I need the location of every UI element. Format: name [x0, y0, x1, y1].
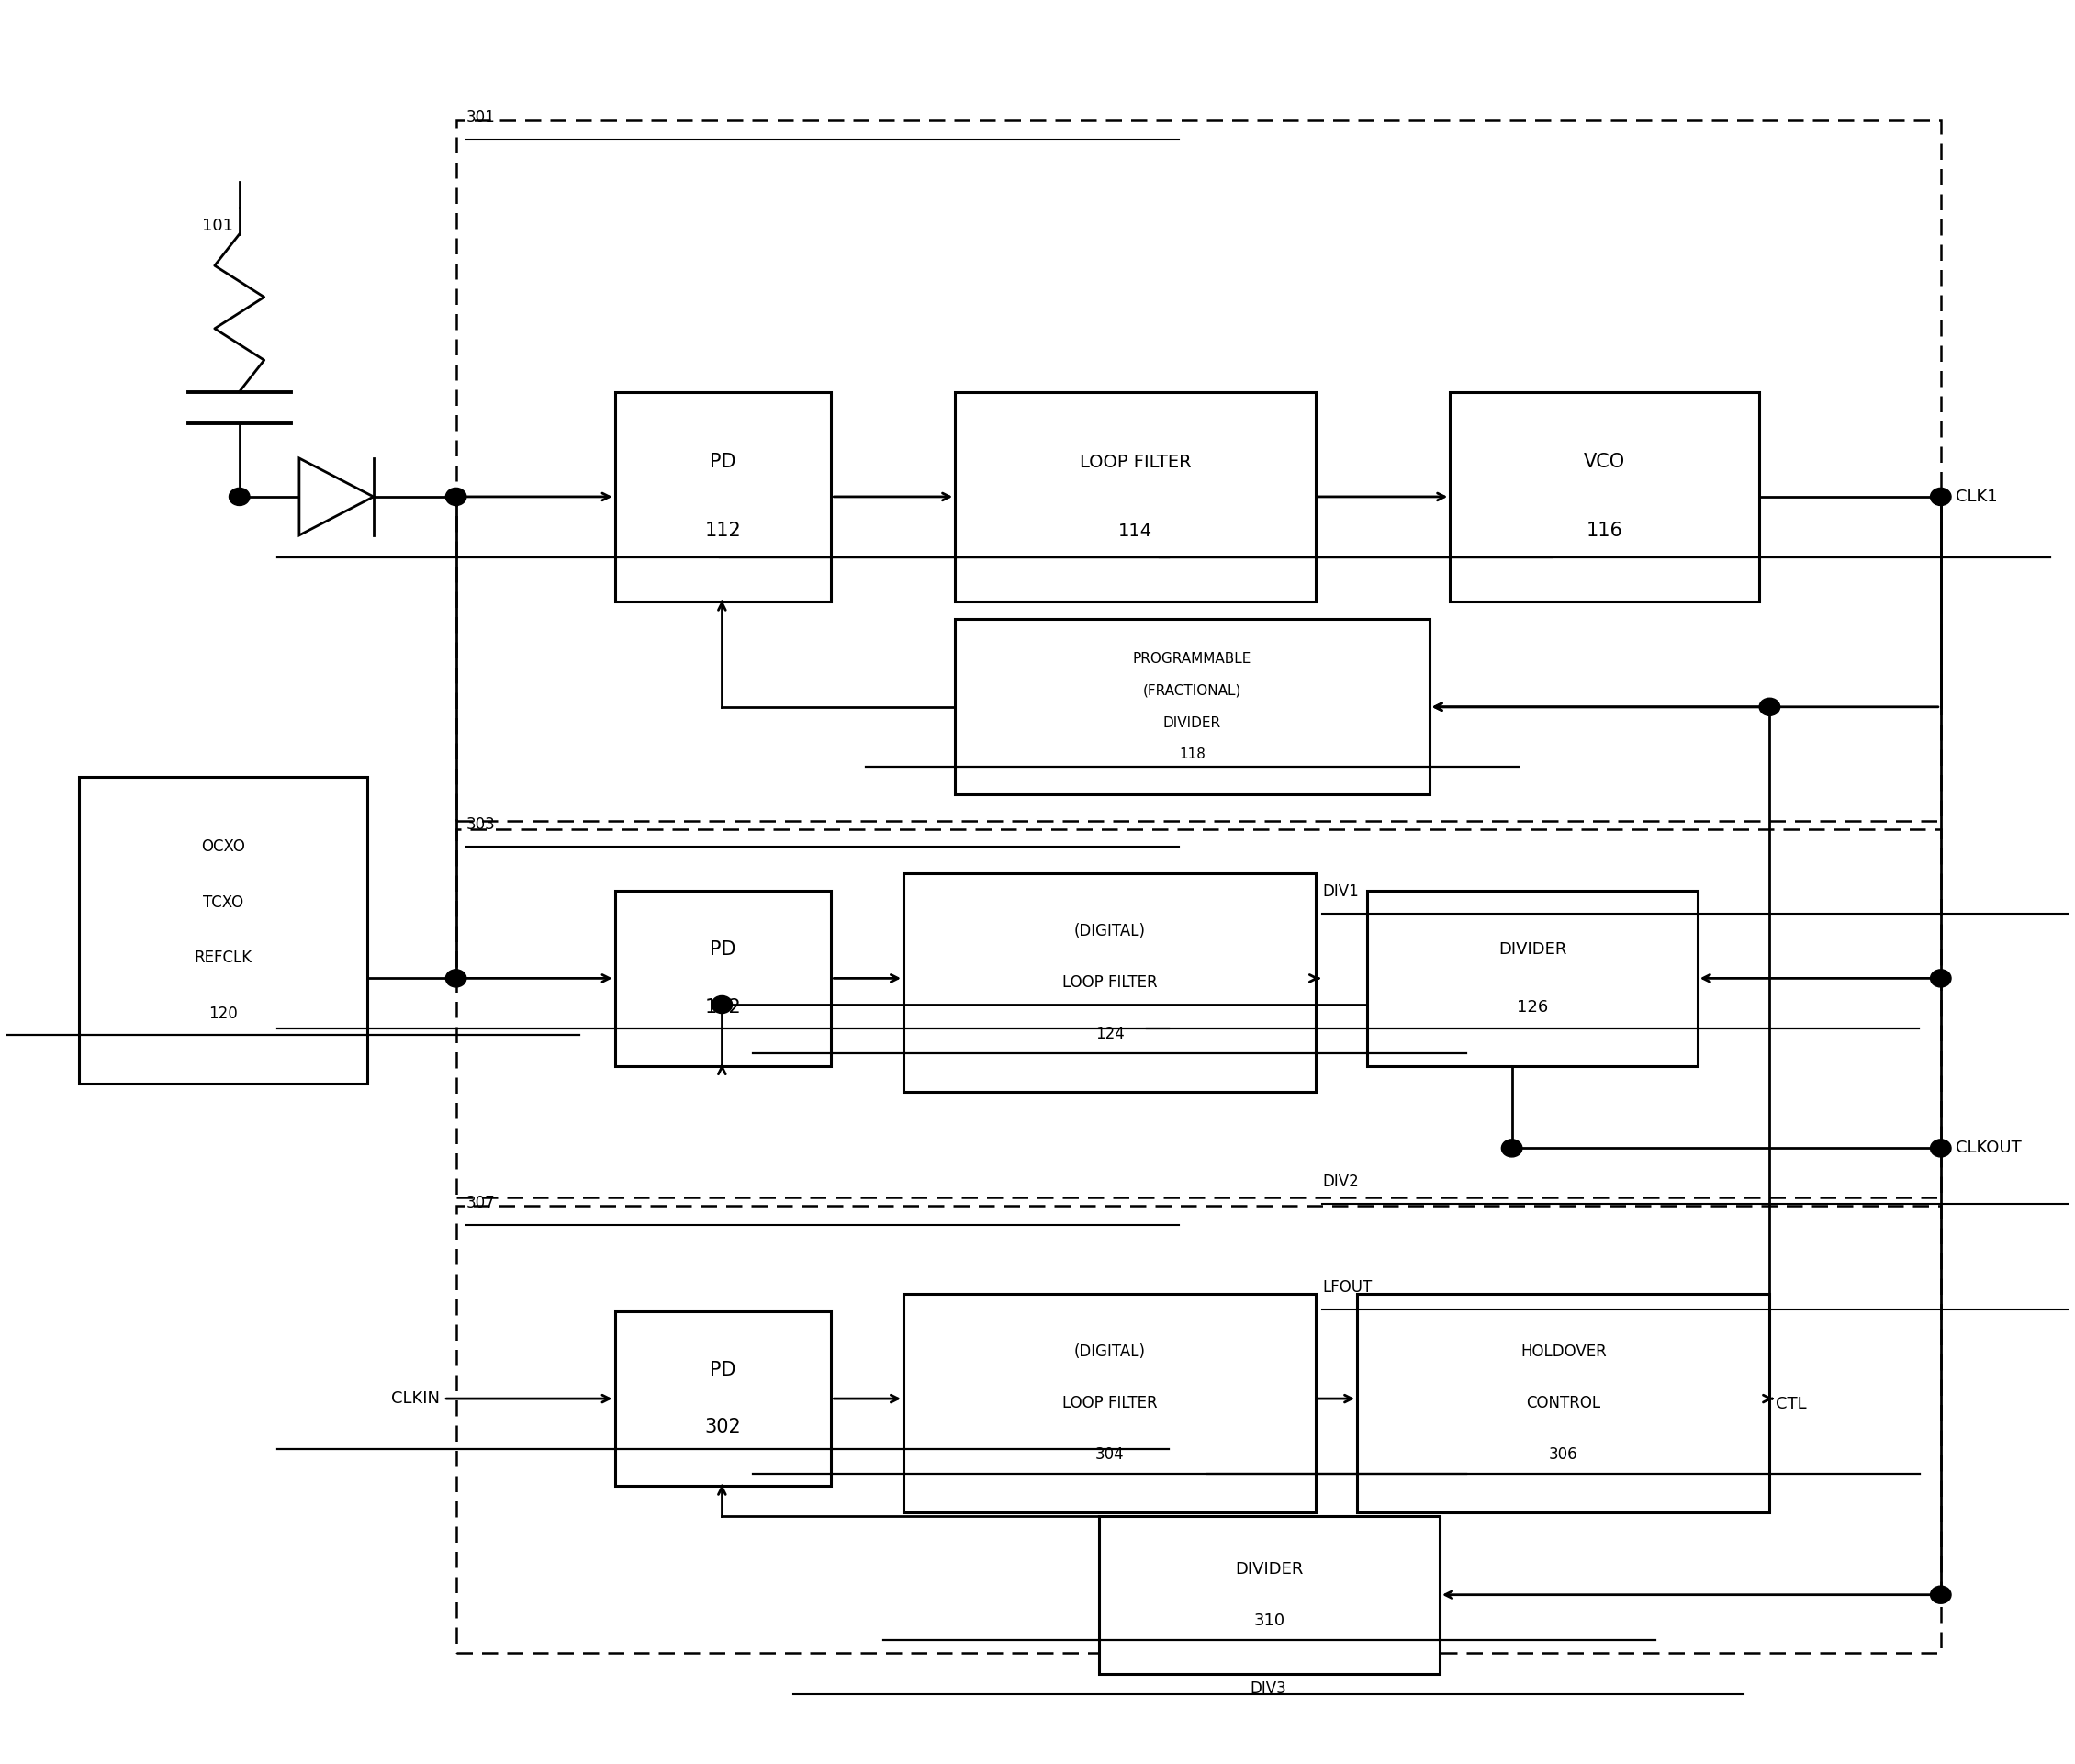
Polygon shape — [299, 459, 374, 534]
Bar — [614, 392, 832, 602]
Text: OCXO: OCXO — [201, 838, 245, 854]
Text: DIV1: DIV1 — [1322, 884, 1359, 900]
Text: VCO: VCO — [1583, 453, 1625, 471]
Text: 310: 310 — [1253, 1612, 1284, 1628]
Text: LOOP FILTER: LOOP FILTER — [1079, 453, 1191, 471]
Text: PD: PD — [710, 940, 737, 960]
Text: (DIGITAL): (DIGITAL) — [1075, 923, 1145, 940]
Text: DIV2: DIV2 — [1322, 1173, 1359, 1191]
Text: 116: 116 — [1585, 522, 1623, 540]
Text: 301: 301 — [467, 109, 496, 125]
Text: 112: 112 — [706, 522, 741, 540]
Text: CLKIN: CLKIN — [390, 1390, 440, 1408]
Circle shape — [1930, 489, 1951, 506]
Text: 118: 118 — [1179, 748, 1206, 762]
Text: 306: 306 — [1548, 1446, 1577, 1462]
Text: PD: PD — [710, 1360, 737, 1379]
Bar — [1357, 1293, 1770, 1512]
Text: DIVIDER: DIVIDER — [1235, 1561, 1303, 1577]
Bar — [456, 120, 1940, 820]
Bar — [1450, 392, 1760, 602]
Text: 122: 122 — [706, 998, 741, 1016]
Text: LOOP FILTER: LOOP FILTER — [1062, 974, 1158, 991]
Bar — [456, 829, 1940, 1198]
Text: 114: 114 — [1118, 522, 1152, 540]
Bar — [1100, 1515, 1440, 1674]
Bar — [1367, 891, 1697, 1065]
Circle shape — [1502, 1140, 1523, 1157]
Circle shape — [228, 489, 249, 506]
Text: (FRACTIONAL): (FRACTIONAL) — [1143, 684, 1241, 699]
Text: CONTROL: CONTROL — [1525, 1395, 1600, 1411]
Bar — [614, 891, 832, 1065]
Text: TCXO: TCXO — [203, 894, 243, 910]
Text: DIVIDER: DIVIDER — [1498, 942, 1567, 958]
Bar — [614, 1311, 832, 1487]
Text: CLKOUT: CLKOUT — [1955, 1140, 2021, 1157]
Text: REFCLK: REFCLK — [193, 949, 251, 967]
Text: CLK1: CLK1 — [1955, 489, 1996, 505]
Text: 120: 120 — [208, 1005, 237, 1021]
Text: 304: 304 — [1096, 1446, 1125, 1462]
Text: 124: 124 — [1096, 1025, 1125, 1043]
Bar — [955, 392, 1316, 602]
Circle shape — [1930, 970, 1951, 988]
Text: 307: 307 — [467, 1194, 496, 1212]
Circle shape — [446, 970, 467, 988]
Text: PD: PD — [710, 453, 737, 471]
Bar — [903, 1293, 1316, 1512]
Circle shape — [1760, 699, 1780, 716]
Circle shape — [1930, 1586, 1951, 1603]
Bar — [79, 776, 367, 1083]
Bar — [903, 873, 1316, 1092]
Text: CTL: CTL — [1776, 1395, 1807, 1413]
Text: 101: 101 — [201, 217, 234, 235]
Bar — [955, 619, 1430, 794]
Bar — [456, 1207, 1940, 1653]
Text: (DIGITAL): (DIGITAL) — [1075, 1344, 1145, 1360]
Circle shape — [1930, 1140, 1951, 1157]
Circle shape — [712, 997, 732, 1013]
Text: 303: 303 — [467, 817, 496, 833]
Circle shape — [446, 489, 467, 506]
Text: HOLDOVER: HOLDOVER — [1521, 1344, 1606, 1360]
Text: 126: 126 — [1517, 998, 1548, 1016]
Text: 302: 302 — [706, 1418, 741, 1436]
Text: DIV3: DIV3 — [1251, 1681, 1286, 1697]
Text: LOOP FILTER: LOOP FILTER — [1062, 1395, 1158, 1411]
Text: PROGRAMMABLE: PROGRAMMABLE — [1133, 653, 1251, 665]
Text: LFOUT: LFOUT — [1322, 1279, 1372, 1295]
Text: DIVIDER: DIVIDER — [1164, 716, 1222, 730]
